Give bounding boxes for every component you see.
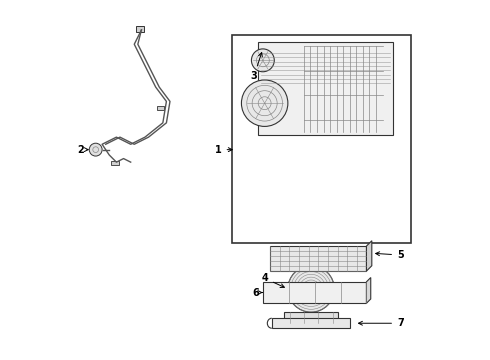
Bar [272, 318, 350, 328]
Bar [270, 246, 367, 271]
Text: 3: 3 [250, 53, 262, 81]
Polygon shape [367, 278, 371, 303]
Text: 7: 7 [359, 318, 404, 328]
Circle shape [89, 143, 102, 156]
Circle shape [242, 80, 288, 126]
Bar [263, 282, 367, 303]
Bar [284, 312, 338, 323]
Bar [136, 26, 144, 32]
Circle shape [288, 266, 334, 312]
Text: 1: 1 [215, 145, 232, 155]
Text: 2: 2 [77, 145, 88, 155]
Circle shape [251, 49, 274, 72]
Bar [258, 42, 393, 135]
Polygon shape [367, 241, 372, 271]
Text: 4: 4 [261, 273, 284, 288]
Bar [111, 161, 119, 165]
Bar [232, 35, 411, 243]
Text: 6: 6 [252, 288, 262, 297]
Bar [157, 106, 164, 111]
Text: 5: 5 [376, 250, 404, 260]
